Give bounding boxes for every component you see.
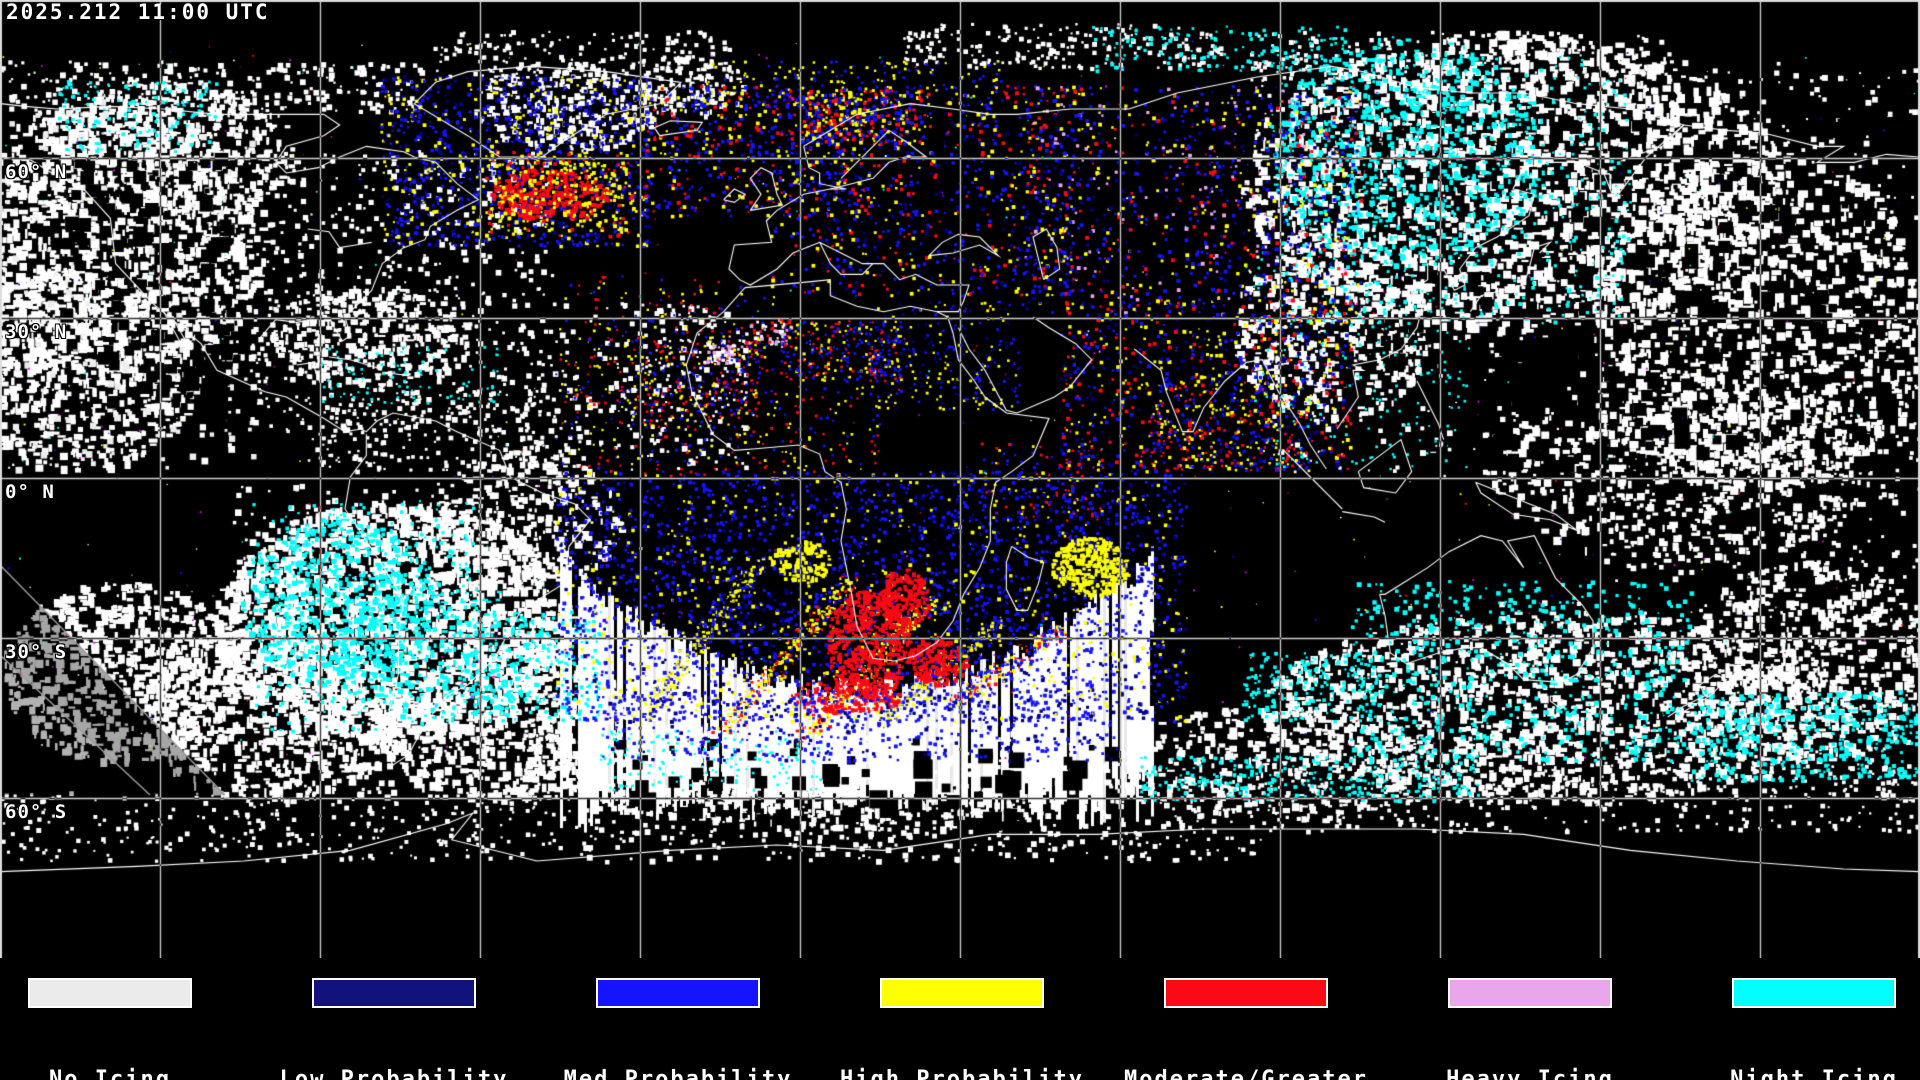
legend-item-moderate-greater: Moderate/Greater Icing Likely: [1106, 978, 1386, 1080]
legend-swatch-night-icing: [1732, 978, 1896, 1008]
legend-item-no-icing: No Icing Retrieval: [0, 978, 250, 1080]
timestamp-label: 2025.212 11:00 UTC: [6, 0, 270, 24]
legend-item-med-probability: Med.Probability of Light Icing: [538, 978, 818, 1080]
legend-label-line1: Low Probability: [279, 1067, 509, 1080]
latitude-label-30s: 30° S: [5, 641, 68, 663]
legend-swatch-heavy-icing: [1448, 978, 1612, 1008]
legend-swatch-moderate-greater: [1164, 978, 1328, 1008]
legend-label-line1: Night Icing: [1730, 1067, 1898, 1080]
legend-label-line1: High Probability: [840, 1067, 1084, 1080]
legend-swatch-no-icing-retrieval: [28, 978, 192, 1008]
legend-label-line1: No Icing: [49, 1067, 171, 1080]
legend-item-low-probability: Low Probability of Light Icing: [254, 978, 534, 1080]
legend-label-line1: Med.Probability: [563, 1067, 793, 1080]
latitude-label-60n: 60° N: [5, 161, 68, 183]
latitude-label-30n: 30° N: [5, 321, 68, 343]
legend-item-high-probability: High Probability of Light Icing: [822, 978, 1102, 1080]
legend-item-heavy-icing: Heavy Icing: [1390, 978, 1670, 1080]
legend-swatch-low-probability: [312, 978, 476, 1008]
legend-swatch-high-probability: [880, 978, 1044, 1008]
world-icing-map-canvas: [0, 0, 1920, 958]
legend-swatch-med-probability: [596, 978, 760, 1008]
latitude-label-60s: 60° S: [5, 801, 68, 823]
legend-item-night-icing: Night Icing: [1674, 978, 1920, 1080]
latitude-label-0n: 0° N: [5, 481, 55, 503]
legend-label-line1: Moderate/Greater: [1124, 1067, 1368, 1080]
legend-label-line1: Heavy Icing: [1446, 1067, 1614, 1080]
